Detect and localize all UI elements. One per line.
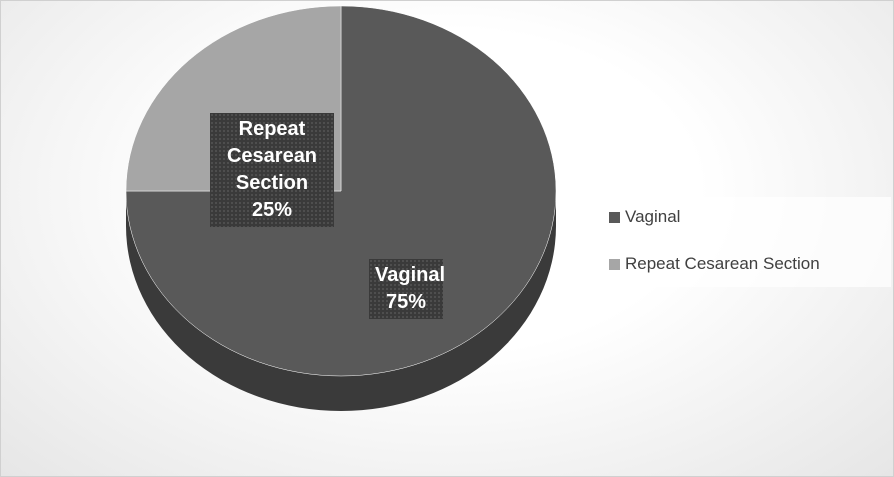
legend-label: Vaginal — [625, 207, 681, 226]
data-label-value: 75% — [385, 291, 427, 313]
data-label-value: 25% — [251, 199, 293, 221]
legend-item: Vaginal — [609, 207, 680, 227]
data-label-category: Repeat Cesarean Section — [226, 118, 318, 194]
legend: Vaginal Repeat Cesarean Section — [601, 197, 891, 287]
data-label: Vaginal 75% — [369, 259, 446, 319]
legend-swatch — [609, 258, 620, 270]
pie-slice — [125, 5, 557, 377]
pie-side — [126, 191, 556, 411]
legend-label: Repeat Cesarean Section — [625, 254, 820, 273]
data-label-category: Vaginal — [375, 264, 446, 286]
legend-item: Repeat Cesarean Section — [609, 254, 820, 274]
legend-swatch — [609, 211, 620, 223]
data-label: Repeat Cesarean Section 25% — [210, 113, 334, 227]
